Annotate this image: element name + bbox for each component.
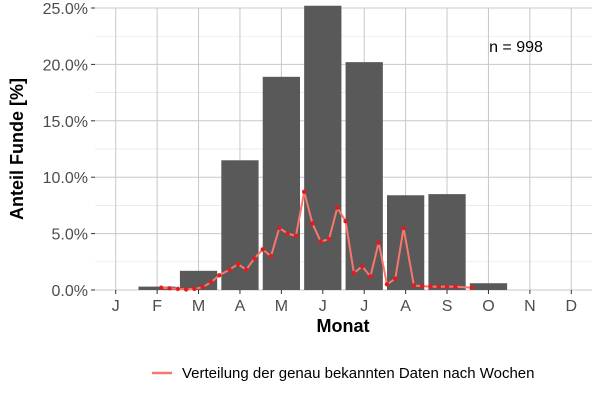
x-tick-label: J (360, 298, 368, 315)
weekly-point (351, 270, 357, 276)
x-tick-label: A (235, 298, 246, 315)
weekly-point (260, 247, 265, 252)
weekly-point (436, 284, 441, 289)
weekly-point (469, 285, 475, 290)
weekly-point (368, 274, 373, 279)
weekly-point (252, 256, 257, 261)
weekly-point (401, 225, 406, 231)
bar-A (221, 160, 259, 290)
annotation-n: n = 998 (489, 39, 543, 56)
weekly-point (277, 225, 282, 231)
weekly-point (227, 267, 232, 272)
weekly-point (393, 276, 398, 281)
x-tick-label: F (152, 298, 162, 315)
bar-F (138, 286, 176, 290)
weekly-point (285, 231, 290, 236)
weekly-point (318, 239, 323, 244)
weekly-point (453, 284, 458, 289)
weekly-point (428, 284, 433, 289)
x-tick-label: N (524, 298, 536, 315)
y-tick-label: 5.0% (52, 227, 88, 244)
weekly-point (217, 273, 222, 278)
weekly-point (200, 284, 205, 290)
weekly-point (301, 189, 307, 195)
weekly-point (268, 253, 274, 259)
x-axis-title: Monat (317, 316, 370, 336)
weekly-point (243, 267, 249, 272)
weekly-point (167, 286, 172, 291)
x-tick-label: J (319, 298, 327, 315)
weekly-point (376, 240, 381, 245)
weekly-point (208, 279, 214, 285)
weekly-point (235, 261, 241, 267)
y-tick-label: 0.0% (52, 283, 88, 300)
y-tick-label: 25.0% (43, 1, 88, 18)
weekly-point (343, 218, 348, 224)
x-tick-label: M (192, 298, 205, 315)
x-tick-label: J (112, 298, 120, 315)
x-tick-label: O (482, 298, 494, 315)
bar-M (262, 76, 301, 290)
weekly-point (159, 285, 164, 290)
weekly-point (419, 283, 425, 289)
y-tick-label: 15.0% (43, 114, 88, 131)
legend-label: Verteilung der genau bekannten Daten nac… (182, 365, 535, 382)
weekly-point (293, 233, 299, 239)
x-tick-label: M (275, 298, 288, 315)
y-axis-ticks: 0.0% 5.0% 10.0% 15.0% 20.0% 25.0% (43, 1, 95, 300)
bar-O (469, 283, 508, 290)
bars (138, 5, 508, 291)
weekly-point (175, 286, 181, 292)
x-tick-label: D (566, 298, 578, 315)
weekly-point (444, 284, 450, 289)
weekly-point (411, 283, 417, 288)
x-tick-label: S (442, 298, 453, 315)
weekly-point (310, 221, 315, 226)
weekly-point (192, 286, 197, 292)
legend: Verteilung der genau bekannten Daten nac… (152, 365, 535, 382)
weekly-point (384, 282, 390, 287)
bar-M (179, 270, 218, 290)
weekly-point (183, 287, 189, 292)
x-tick-label: A (400, 298, 411, 315)
y-axis-title: Anteil Funde [%] (7, 78, 27, 220)
y-gridlines (95, 7, 592, 291)
weekly-point (326, 237, 332, 242)
bar-J (304, 5, 342, 291)
weekly-point (359, 264, 365, 269)
weekly-line (159, 189, 475, 292)
y-tick-label: 20.0% (43, 57, 88, 74)
bar-S (428, 194, 466, 290)
y-tick-label: 10.0% (43, 170, 88, 187)
weekly-point (335, 205, 340, 210)
